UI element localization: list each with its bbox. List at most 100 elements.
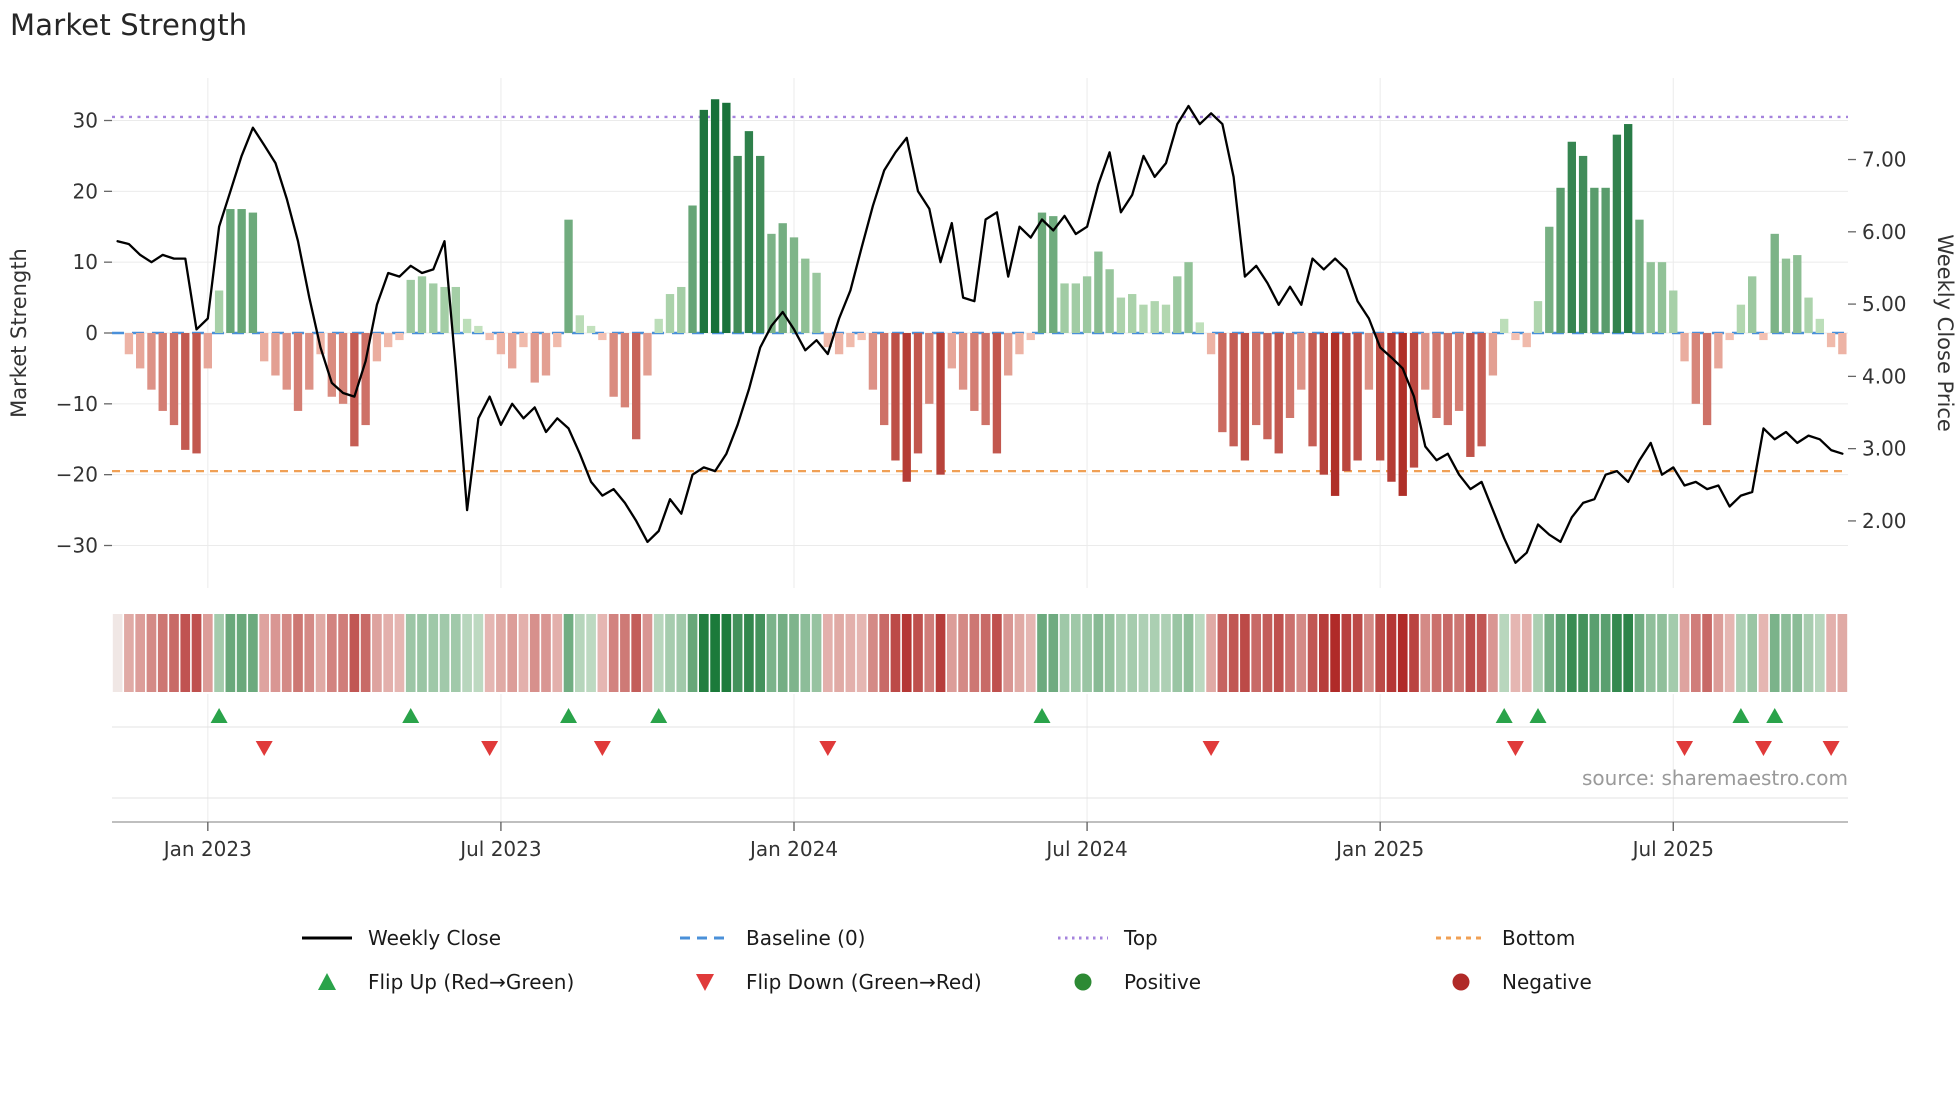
heatmap-cell — [1206, 614, 1216, 692]
baseline-0-swatch-icon — [680, 936, 730, 940]
heatmap-cell — [315, 614, 326, 692]
heatmap-cell — [169, 614, 179, 692]
strength-bar — [913, 333, 923, 454]
legend: Weekly Close Baseline (0) Top Bottom Flip Up… — [300, 920, 1754, 1000]
heatmap-cell — [484, 614, 495, 692]
left-axis-title: Market Strength — [7, 248, 31, 418]
strength-bar — [1037, 212, 1047, 333]
heatmap-cell — [1138, 614, 1149, 692]
flip-up-marker — [210, 708, 228, 723]
flip-up-marker — [1033, 708, 1051, 723]
right-tick-label: 6.00 — [1862, 220, 1907, 244]
strength-bar — [395, 333, 404, 341]
strength-bar — [147, 333, 156, 390]
heatmap-cell — [1318, 614, 1329, 692]
heatmap-cell — [1623, 614, 1634, 692]
legend-item-negative: Negative — [1434, 964, 1754, 1000]
heatmap-cell — [1781, 614, 1791, 692]
heatmap-cell — [1285, 614, 1295, 692]
strength-bar — [1398, 333, 1407, 496]
strength-bar — [327, 333, 336, 397]
heatmap-cell — [214, 614, 224, 692]
strength-bar — [1500, 318, 1509, 333]
strength-bar — [1804, 297, 1813, 333]
heatmap-cell — [1375, 614, 1386, 692]
strength-bar — [350, 333, 359, 447]
strength-bar — [880, 333, 889, 426]
heatmap-cell — [496, 614, 506, 692]
heatmap-cell — [1600, 614, 1611, 692]
strength-bar — [338, 333, 348, 404]
heatmap-cell — [1397, 614, 1408, 692]
heatmap-cell — [1792, 614, 1803, 692]
strength-bar — [293, 333, 303, 411]
heatmap-cell — [417, 614, 427, 692]
x-tick-label: Jan 2025 — [1334, 837, 1424, 861]
top-swatch-icon — [1058, 936, 1108, 940]
heatmap-cell — [1093, 614, 1104, 692]
heatmap-cell — [1082, 614, 1092, 692]
flip-down-marker — [255, 741, 273, 756]
heatmap-cell — [304, 614, 315, 692]
strength-bar — [733, 155, 742, 333]
strength-bar — [778, 223, 787, 333]
strength-bar — [1004, 333, 1013, 376]
right-tick-label: 3.00 — [1862, 437, 1907, 461]
heatmap-cell — [1386, 614, 1397, 692]
heatmap-cell — [710, 614, 720, 692]
strength-bar — [1748, 276, 1757, 333]
strength-bar — [181, 333, 190, 450]
strength-bar — [992, 333, 1002, 454]
flip-down-green-red-swatch-icon — [696, 974, 714, 991]
heatmap-cell — [225, 614, 236, 692]
strength-bar — [857, 333, 866, 341]
legend-label: Flip Down (Green→Red) — [746, 970, 982, 994]
flip-down-marker — [1822, 741, 1840, 756]
x-tick-label: Jul 2023 — [458, 837, 541, 861]
heatmap-cell — [1420, 614, 1431, 692]
heatmap-cell — [1837, 614, 1848, 692]
strength-bar — [1781, 258, 1791, 333]
heatmap-cell — [112, 614, 123, 692]
strength-bar — [1556, 187, 1565, 333]
heatmap-cell — [732, 614, 743, 692]
heatmap-cell — [1149, 614, 1160, 692]
heatmap-cell — [992, 614, 1002, 692]
flip-up-marker — [560, 708, 578, 723]
strength-bar — [1432, 333, 1441, 418]
legend-label: Weekly Close — [368, 926, 502, 950]
strength-bar — [169, 333, 179, 426]
strength-bar — [925, 333, 934, 404]
heatmap-cell — [248, 614, 258, 692]
right-tick-label: 7.00 — [1862, 148, 1907, 172]
strength-bar — [767, 233, 776, 333]
strength-bar — [643, 333, 652, 376]
strength-bar — [1206, 333, 1216, 355]
heatmap-cell — [1048, 614, 1059, 692]
heatmap-cell — [946, 614, 957, 692]
strength-bar — [1376, 333, 1385, 461]
heatmap-cell — [259, 614, 270, 692]
heatmap-cell — [1679, 614, 1690, 692]
chart-title: Market Strength — [10, 8, 248, 42]
strength-bar — [936, 333, 945, 475]
heatmap-cell — [326, 614, 337, 692]
flip-down-green-red-swatch-shape — [696, 974, 714, 991]
heatmap-cell — [1228, 614, 1239, 692]
strength-bar — [699, 109, 708, 333]
heatmap-cell — [1510, 614, 1521, 692]
strength-bar — [1342, 333, 1351, 472]
strength-bar — [282, 333, 291, 390]
strength-bar — [654, 318, 663, 333]
strength-bar — [1308, 333, 1317, 447]
strength-bar — [553, 333, 562, 348]
heatmap-cell — [574, 614, 585, 692]
heatmap-cell — [236, 614, 247, 692]
strength-bar — [1443, 333, 1452, 426]
heatmap-cell — [721, 614, 732, 692]
heatmap-cell — [1409, 614, 1419, 692]
heatmap-cell — [687, 614, 698, 692]
strength-bar — [801, 258, 810, 333]
strength-bar — [530, 333, 539, 383]
heatmap-cell — [1578, 614, 1588, 692]
